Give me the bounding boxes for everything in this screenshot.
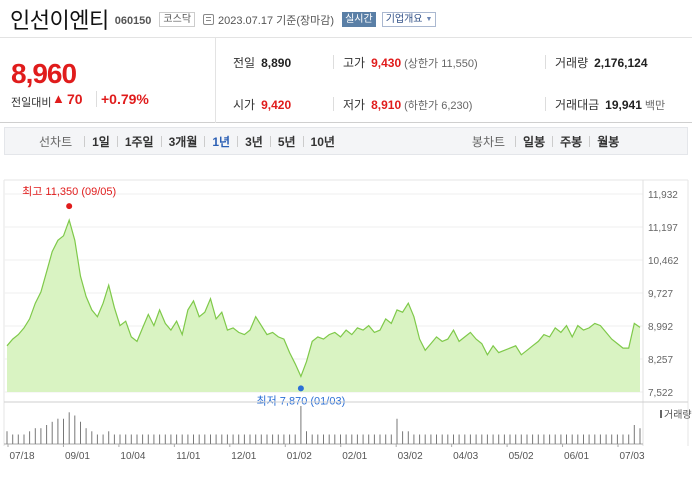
x-tick-label: 03/02 bbox=[398, 451, 423, 462]
candle-weekly[interactable]: 주봉 bbox=[560, 134, 583, 149]
stat-label: 고가 bbox=[343, 56, 366, 70]
stat-value: 9,430 bbox=[371, 56, 402, 70]
line-chart-title: 선차트 bbox=[39, 134, 73, 149]
stat-high: 고가 9,430 (상한가 11,550) bbox=[343, 54, 478, 71]
high-label: 최고 11,350 (09/05) bbox=[22, 185, 116, 198]
stat-unit: 백만 bbox=[644, 100, 666, 112]
price-summary: 8,960 전일대비 ▲ 70 +0.79% bbox=[0, 38, 216, 123]
x-tick-label: 07/03 bbox=[619, 451, 644, 462]
corp-overview-button[interactable]: 기업개요 ▼ bbox=[381, 12, 437, 27]
divider bbox=[160, 135, 162, 147]
x-tick-label: 01/02 bbox=[287, 451, 312, 462]
stat-label: 거래대금 bbox=[555, 98, 600, 112]
divider bbox=[552, 135, 554, 147]
change-label: 전일대비 bbox=[11, 97, 52, 109]
chevron-down-icon: ▼ bbox=[425, 16, 433, 23]
low-marker bbox=[297, 385, 304, 392]
y-tick-label: 11,932 bbox=[648, 190, 678, 201]
stat-low: 저가 8,910 (하한가 6,230) bbox=[343, 96, 472, 113]
period-1w[interactable]: 1주일 bbox=[124, 134, 154, 149]
stock-header: 인선이엔티 060150 코스닥 2023.07.17 기준(장마감) 실시간 … bbox=[0, 0, 692, 38]
x-tick-label: 04/03 bbox=[453, 451, 478, 462]
price-chart-svg[interactable]: 11,932 11,197 10,462 9,727 8,992 8,257 7,522 최고… bbox=[0, 176, 692, 477]
x-tick-label: 12/01 bbox=[231, 451, 256, 462]
divider bbox=[84, 135, 86, 147]
period-1d[interactable]: 1일 bbox=[92, 134, 110, 149]
stat-value: 9,420 bbox=[261, 98, 292, 112]
corp-overview-label: 기업개요 bbox=[385, 14, 423, 25]
divider bbox=[204, 135, 206, 147]
stat-sub: (하한가 6,230) bbox=[404, 100, 473, 112]
period-selector: 선차트 1일 1주일 3개월 1년 3년 5년 10년 봉차트 일봉 주봉 월봉 bbox=[4, 127, 688, 155]
change-percent: +0.79% bbox=[96, 91, 149, 107]
stat-turnover: 거래대금 19,941 백만 bbox=[555, 96, 665, 113]
divider bbox=[545, 55, 546, 69]
up-triangle-icon: ▲ bbox=[52, 91, 65, 106]
calendar-icon bbox=[203, 14, 215, 25]
period-10y[interactable]: 10년 bbox=[310, 134, 335, 149]
stat-value: 2,176,124 bbox=[594, 56, 648, 70]
low-label: 최저 7,870 (01/03) bbox=[257, 394, 346, 407]
x-tick-label: 09/01 bbox=[65, 451, 90, 462]
price-panel: 8,960 전일대비 ▲ 70 +0.79% 전일 8,890 고가 9,430… bbox=[0, 38, 692, 123]
candle-chart-title: 봉차트 bbox=[471, 134, 506, 149]
volume-legend-label: 거래량 bbox=[664, 409, 692, 421]
change-value: 70 bbox=[67, 91, 83, 107]
y-tick-label: 8,992 bbox=[648, 322, 673, 333]
stat-value: 8,890 bbox=[261, 56, 292, 70]
x-tick-label: 02/01 bbox=[342, 451, 367, 462]
stat-volume: 거래량 2,176,124 bbox=[555, 54, 648, 71]
price-area bbox=[7, 220, 640, 392]
divider bbox=[333, 97, 334, 111]
y-tick-label: 11,197 bbox=[648, 223, 678, 234]
stat-label: 거래량 bbox=[555, 56, 589, 70]
price-chart[interactable]: 11,932 11,197 10,462 9,727 8,992 8,257 7,522 최고… bbox=[0, 176, 692, 477]
divider bbox=[116, 135, 118, 147]
high-marker bbox=[66, 203, 73, 210]
y-tick-label: 7,522 bbox=[648, 388, 673, 399]
x-tick-label: 11/01 bbox=[176, 451, 201, 462]
stat-value: 8,910 bbox=[371, 98, 402, 112]
divider bbox=[589, 135, 591, 147]
divider bbox=[515, 135, 517, 147]
stat-prev-close: 전일 8,890 bbox=[233, 54, 291, 71]
divider bbox=[302, 135, 304, 147]
current-price: 8,960 bbox=[11, 58, 77, 89]
stock-code: 060150 bbox=[114, 14, 152, 27]
stat-sub: (상한가 11,550) bbox=[404, 58, 478, 70]
y-tick-label: 10,462 bbox=[648, 256, 679, 267]
stat-label: 전일 bbox=[233, 56, 256, 70]
stat-label: 저가 bbox=[343, 98, 366, 112]
quote-date: 2023.07.17 기준(장마감) bbox=[218, 14, 335, 27]
price-line bbox=[6, 218, 641, 378]
x-tick-label: 10/04 bbox=[120, 451, 145, 462]
period-3m[interactable]: 3개월 bbox=[168, 134, 198, 149]
volume-legend-swatch bbox=[660, 410, 662, 418]
y-tick-label: 9,727 bbox=[648, 289, 673, 300]
divider bbox=[269, 135, 271, 147]
x-tick-label: 07/18 bbox=[9, 451, 34, 462]
y-tick-label: 8,257 bbox=[648, 355, 673, 366]
period-1y[interactable]: 1년 bbox=[212, 134, 231, 149]
divider bbox=[333, 55, 334, 69]
x-tick-label: 05/02 bbox=[509, 451, 534, 462]
divider bbox=[545, 97, 546, 111]
x-tick-label: 06/01 bbox=[564, 451, 589, 462]
stock-name[interactable]: 인선이엔티 bbox=[10, 7, 109, 33]
stat-label: 시가 bbox=[233, 98, 256, 112]
market-badge: 코스닥 bbox=[159, 12, 196, 27]
period-5y[interactable]: 5년 bbox=[277, 134, 296, 149]
live-badge[interactable]: 실시간 bbox=[342, 12, 376, 27]
divider bbox=[237, 135, 239, 147]
candle-daily[interactable]: 일봉 bbox=[523, 134, 546, 149]
candle-monthly[interactable]: 월봉 bbox=[597, 134, 620, 149]
stat-value: 19,941 bbox=[605, 98, 642, 112]
period-3y[interactable]: 3년 bbox=[245, 134, 263, 149]
stat-open: 시가 9,420 bbox=[233, 96, 291, 113]
